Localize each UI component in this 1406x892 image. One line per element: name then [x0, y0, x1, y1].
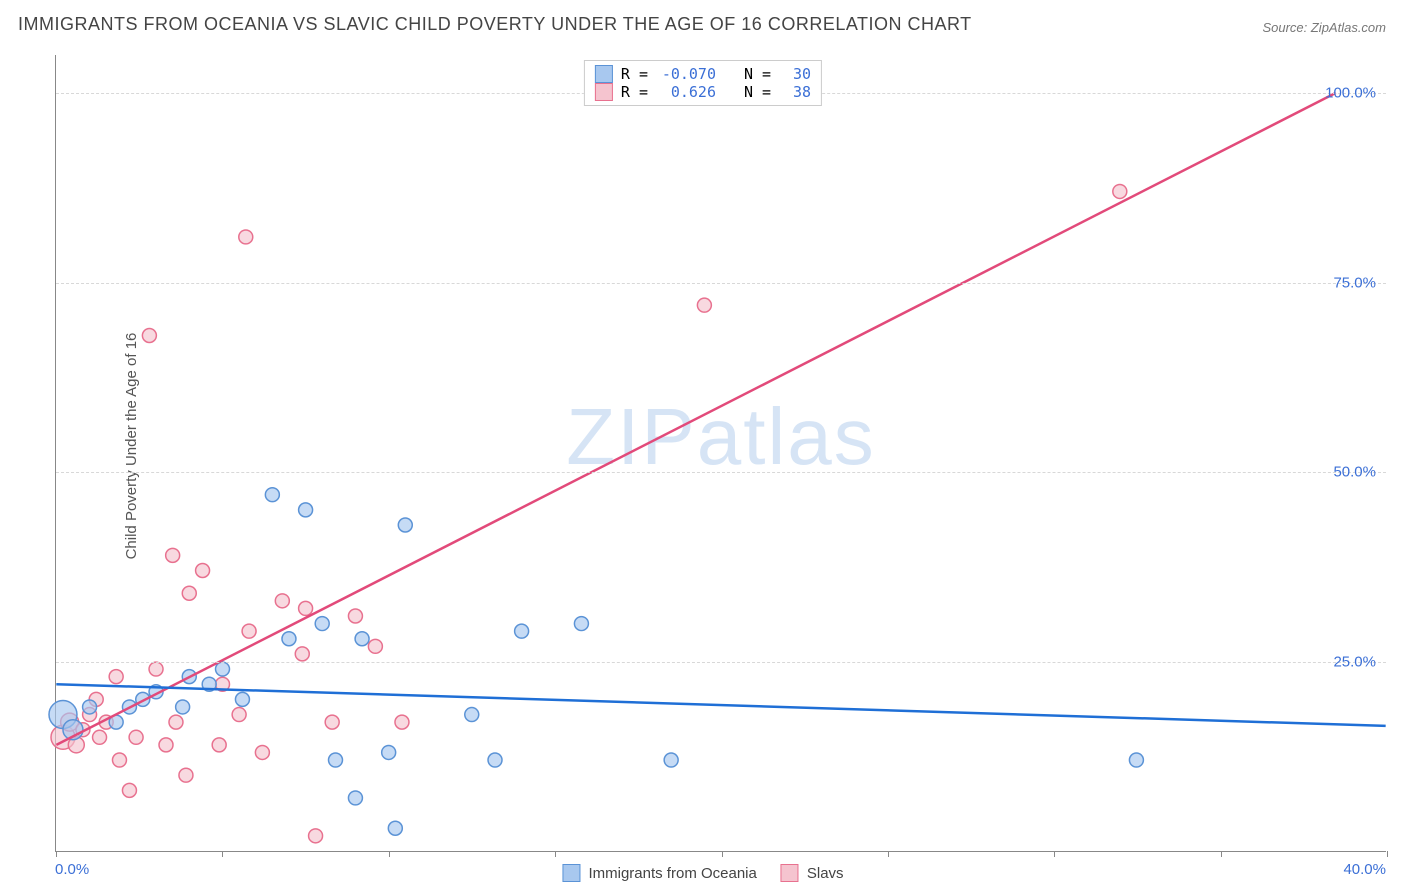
- y-tick-label: 25.0%: [1333, 654, 1376, 671]
- swatch-series-a: [595, 65, 613, 83]
- data-point: [664, 753, 678, 767]
- data-point: [93, 730, 107, 744]
- data-point: [112, 753, 126, 767]
- legend-series-box: Immigrants from Oceania Slavs: [562, 864, 843, 882]
- x-tick: [56, 851, 57, 857]
- data-point: [309, 829, 323, 843]
- data-point: [182, 586, 196, 600]
- data-point: [239, 230, 253, 244]
- data-point: [142, 329, 156, 343]
- r-value-b: 0.626: [656, 83, 716, 101]
- r-value-a: -0.070: [656, 65, 716, 83]
- source-value: ZipAtlas.com: [1311, 20, 1386, 35]
- legend-stats-box: R = -0.070 N = 30 R = 0.626 N = 38: [584, 60, 822, 106]
- data-point: [697, 298, 711, 312]
- data-point: [368, 639, 382, 653]
- gridline-h: [56, 472, 1386, 473]
- data-point: [149, 662, 163, 676]
- n-label: N =: [744, 83, 771, 101]
- legend-stats-row-b: R = 0.626 N = 38: [595, 83, 811, 101]
- x-axis-min-label: 0.0%: [55, 861, 89, 878]
- data-point: [83, 700, 97, 714]
- data-point: [129, 730, 143, 744]
- y-tick-label: 50.0%: [1333, 464, 1376, 481]
- data-point: [348, 609, 362, 623]
- data-point: [282, 632, 296, 646]
- regression-line: [56, 684, 1385, 726]
- data-point: [255, 745, 269, 759]
- swatch-series-a: [562, 864, 580, 882]
- data-point: [1129, 753, 1143, 767]
- data-point: [216, 662, 230, 676]
- gridline-h: [56, 283, 1386, 284]
- legend-item-b: Slavs: [781, 864, 844, 882]
- y-tick-label: 75.0%: [1333, 274, 1376, 291]
- data-point: [159, 738, 173, 752]
- series-b-name: Slavs: [807, 865, 844, 882]
- data-point: [388, 821, 402, 835]
- regression-line: [56, 93, 1335, 745]
- data-point: [398, 518, 412, 532]
- x-tick: [1387, 851, 1388, 857]
- legend-item-a: Immigrants from Oceania: [562, 864, 756, 882]
- n-value-a: 30: [779, 65, 811, 83]
- series-a-name: Immigrants from Oceania: [588, 865, 756, 882]
- data-point: [465, 708, 479, 722]
- data-point: [169, 715, 183, 729]
- x-tick: [222, 851, 223, 857]
- x-tick: [722, 851, 723, 857]
- data-point: [515, 624, 529, 638]
- legend-stats-row-a: R = -0.070 N = 30: [595, 65, 811, 83]
- data-point: [235, 692, 249, 706]
- x-tick: [555, 851, 556, 857]
- data-point: [212, 738, 226, 752]
- data-point: [265, 488, 279, 502]
- data-point: [355, 632, 369, 646]
- data-point: [348, 791, 362, 805]
- data-point: [1113, 184, 1127, 198]
- x-tick: [1221, 851, 1222, 857]
- chart-plot-area: ZIPatlas 25.0%50.0%75.0%100.0%: [55, 55, 1386, 852]
- x-tick: [1054, 851, 1055, 857]
- data-point: [122, 783, 136, 797]
- source-prefix: Source:: [1262, 20, 1310, 35]
- x-axis-max-label: 40.0%: [1343, 861, 1386, 878]
- data-point: [179, 768, 193, 782]
- swatch-series-b: [781, 864, 799, 882]
- n-value-b: 38: [779, 83, 811, 101]
- r-label: R =: [621, 83, 648, 101]
- chart-title: IMMIGRANTS FROM OCEANIA VS SLAVIC CHILD …: [18, 14, 972, 35]
- data-point: [325, 715, 339, 729]
- x-tick: [888, 851, 889, 857]
- data-point: [488, 753, 502, 767]
- data-point: [196, 564, 210, 578]
- data-point: [109, 670, 123, 684]
- data-point: [299, 601, 313, 615]
- data-point: [315, 617, 329, 631]
- data-point: [176, 700, 190, 714]
- data-point: [242, 624, 256, 638]
- data-point: [295, 647, 309, 661]
- data-point: [299, 503, 313, 517]
- swatch-series-b: [595, 83, 613, 101]
- x-tick: [389, 851, 390, 857]
- source-label: Source: ZipAtlas.com: [1262, 20, 1386, 35]
- data-point: [275, 594, 289, 608]
- r-label: R =: [621, 65, 648, 83]
- data-point: [232, 708, 246, 722]
- data-point: [395, 715, 409, 729]
- data-point: [382, 745, 396, 759]
- scatter-plot-svg: [56, 55, 1386, 851]
- n-label: N =: [744, 65, 771, 83]
- y-tick-label: 100.0%: [1325, 84, 1376, 101]
- data-point: [329, 753, 343, 767]
- data-point: [166, 548, 180, 562]
- gridline-h: [56, 662, 1386, 663]
- data-point: [574, 617, 588, 631]
